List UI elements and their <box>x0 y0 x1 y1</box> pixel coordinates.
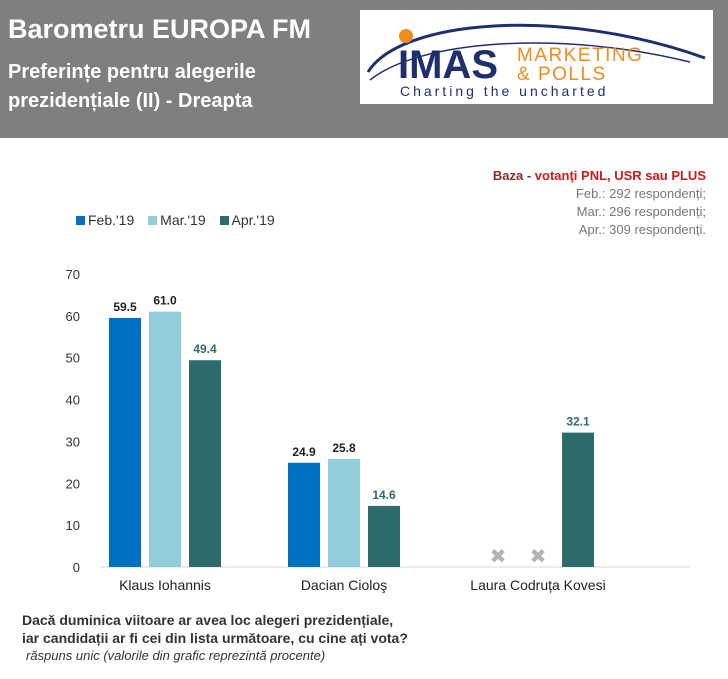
data-label: 61.0 <box>153 294 177 308</box>
logo-word-marketing: MARKETING <box>517 45 643 66</box>
y-tick-label: 20 <box>66 476 80 491</box>
bar <box>109 317 141 567</box>
legend-label-feb: Feb.'19 <box>88 212 135 228</box>
question-line1: Dacă duminica viitoare ar avea loc alege… <box>22 612 394 628</box>
data-label: 25.8 <box>332 441 356 455</box>
y-tick-label: 0 <box>73 560 80 575</box>
sample-base-value: votanţi PNL, USR sau PLUS <box>534 168 706 183</box>
legend-item-feb: Feb.'19 <box>76 212 134 228</box>
chart-legend: Feb.'19 Mar.'19 Apr.'19 <box>76 212 285 228</box>
page-title: Barometru EUROPA FM <box>8 14 312 44</box>
y-tick-label: 50 <box>66 351 80 366</box>
logo-brand: IMAS <box>398 43 498 87</box>
imas-logo: IMAS MARKETING & POLLS Charting the unch… <box>360 10 713 104</box>
page-subtitle-line1: Preferințe pentru alegerile <box>8 61 256 83</box>
question-line2: iar candidații ar fi cei din lista următ… <box>22 630 408 646</box>
data-label: 49.4 <box>193 342 217 356</box>
logo-swoosh-icon <box>366 23 706 73</box>
x-tick-label: Laura Codruța Kovesi <box>470 577 605 593</box>
sample-base: Baza - votanţi PNL, USR sau PLUS Feb.: 2… <box>493 167 706 239</box>
bar <box>149 311 181 567</box>
page-subtitle-line2: prezidențiale (II) - Dreapta <box>8 90 253 112</box>
y-tick-label: 60 <box>66 309 80 324</box>
bar <box>562 432 594 567</box>
y-tick-label: 30 <box>66 434 80 449</box>
bar <box>328 459 360 567</box>
sample-base-feb: Feb.: 292 respondenți; <box>575 186 706 201</box>
x-tick-label: Klaus Iohannis <box>119 577 211 593</box>
bar <box>368 505 400 567</box>
logo-dot-icon <box>399 29 413 43</box>
survey-question: Dacă duminica viitoare ar avea loc alege… <box>22 611 408 665</box>
legend-label-apr: Apr.'19 <box>231 212 275 228</box>
logo-swoosh-thin-icon <box>369 42 691 81</box>
data-label: 24.9 <box>292 445 316 459</box>
legend-item-apr: Apr.'19 <box>219 212 275 228</box>
question-note: răspuns unic (valorile din grafic reprez… <box>26 648 326 663</box>
logo-word-polls: & POLLS <box>517 64 607 85</box>
bar <box>189 360 221 567</box>
data-label: 32.1 <box>566 415 590 429</box>
y-tick-label: 40 <box>66 393 80 408</box>
sample-base-mar: Mar.: 296 respondenți; <box>576 204 706 219</box>
header-banner: Barometru EUROPA FM Preferințe pentru al… <box>0 0 728 138</box>
data-label: 59.5 <box>113 300 137 314</box>
sample-base-apr: Apr.: 309 respondenți. <box>578 222 706 237</box>
legend-swatch-feb <box>76 216 85 225</box>
data-label: 14.6 <box>372 488 396 502</box>
y-tick-label: 70 <box>66 267 80 282</box>
legend-item-mar: Mar.'19 <box>148 212 206 228</box>
legend-label-mar: Mar.'19 <box>160 212 206 228</box>
missing-value-icon: ✖ <box>530 544 547 568</box>
sample-base-title: Baza - votanţi PNL, USR sau PLUS <box>493 167 706 185</box>
sample-base-label: Baza - <box>492 168 532 183</box>
bar <box>288 462 320 567</box>
y-tick-label: 10 <box>66 518 80 533</box>
x-tick-label: Dacian Cioloş <box>301 577 387 593</box>
imas-logo-graphic: IMAS MARKETING & POLLS Charting the unch… <box>366 23 706 99</box>
legend-swatch-apr <box>219 216 229 225</box>
legend-swatch-mar <box>148 216 158 225</box>
logo-tagline: Charting the uncharted <box>400 83 608 99</box>
missing-value-icon: ✖ <box>490 544 507 568</box>
